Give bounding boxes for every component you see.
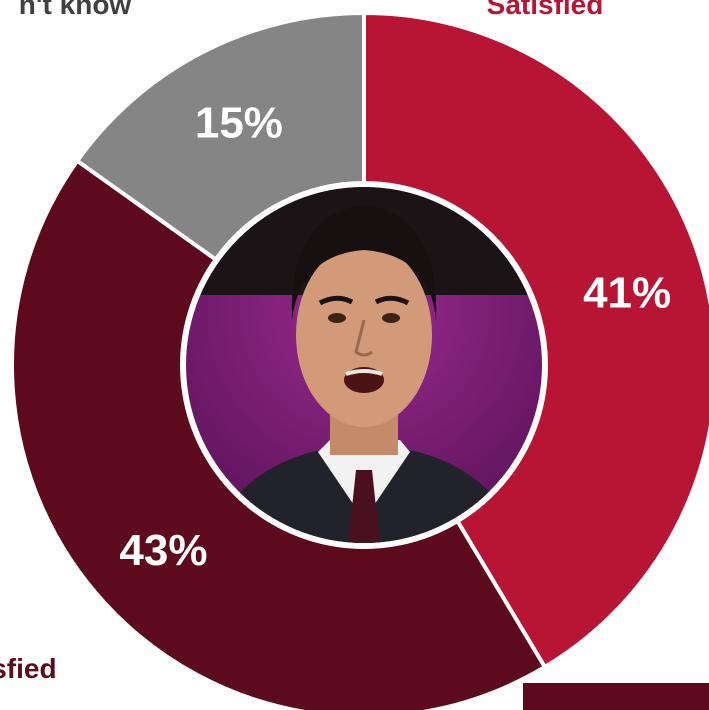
- slice-dissatisfied: [10, 158, 548, 710]
- corner-box: [523, 683, 709, 710]
- labels-group: 41% 43% 15% Satisfied isfied n't know: [0, 0, 671, 684]
- category-label-don-t-know: n't know: [19, 0, 132, 20]
- category-label-satisfied: Satisfied: [487, 0, 604, 20]
- slice-satisfied: [362, 10, 709, 670]
- slice-value-don-t-know: 15%: [195, 98, 283, 147]
- slice-don-t-know: [74, 10, 366, 263]
- category-label-dissatisfied: isfied: [0, 653, 57, 684]
- slice-value-dissatisfied: 43%: [119, 526, 207, 575]
- slice-value-satisfied: 41%: [583, 268, 671, 317]
- slices-group: [10, 10, 709, 710]
- center-photo: [183, 184, 545, 546]
